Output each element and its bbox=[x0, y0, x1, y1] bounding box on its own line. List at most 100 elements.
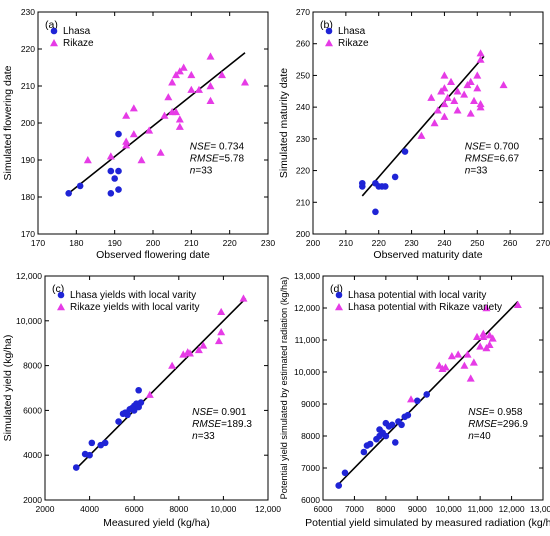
data-point bbox=[175, 122, 184, 130]
data-point bbox=[107, 167, 115, 175]
y-tick-label: 210 bbox=[21, 81, 35, 91]
stat-name: n bbox=[190, 166, 196, 177]
legend-marker bbox=[57, 291, 65, 299]
legend-entry: Rikaze yields with local varity bbox=[70, 302, 200, 313]
data-point bbox=[479, 332, 488, 340]
plot-frame bbox=[312, 11, 544, 235]
data-point bbox=[115, 130, 122, 138]
data-point bbox=[382, 432, 390, 440]
stat-value: =296.9 bbox=[497, 419, 528, 430]
data-point bbox=[335, 482, 343, 489]
stat-name: RMSE bbox=[465, 154, 494, 165]
chart-panel-2: 200 210 220 230 240 250 260 270 200 210 220 230 240 2… bbox=[278, 7, 550, 261]
stat-rmse: RMSE=5.78 bbox=[190, 154, 245, 165]
legend-marker bbox=[335, 291, 343, 299]
y-tick-label: 240 bbox=[296, 102, 310, 112]
data-point bbox=[463, 350, 472, 358]
y-tick-label: 7000 bbox=[301, 463, 320, 473]
data-point bbox=[185, 349, 194, 357]
stat-value: = 0.700 bbox=[485, 142, 519, 153]
data-point bbox=[360, 448, 368, 456]
stat-name: n bbox=[468, 431, 474, 442]
data-point bbox=[83, 156, 92, 164]
data-point bbox=[391, 439, 399, 446]
x-tick-label: 10,000 bbox=[436, 504, 462, 514]
stat-rmse: RMSE=6.67 bbox=[465, 154, 520, 165]
data-point bbox=[372, 208, 379, 216]
y-tick-label: 6000 bbox=[23, 405, 42, 415]
y-tick-label: 230 bbox=[296, 134, 310, 144]
data-point bbox=[241, 78, 249, 86]
stat-name: RMSE bbox=[468, 419, 497, 430]
data-point bbox=[86, 451, 93, 459]
legend-entry: Lhasa bbox=[338, 26, 366, 37]
data-point bbox=[499, 80, 508, 89]
y-tick-label: 210 bbox=[296, 197, 310, 207]
stat-value: = 0.958 bbox=[489, 407, 523, 418]
y-tick-label: 260 bbox=[296, 39, 310, 49]
data-point bbox=[473, 84, 482, 92]
chart-panel-1: 170 180 190 200 210 220 230 170 180 190 200 210 220 2… bbox=[2, 7, 275, 261]
x-tick-label: 13,000 bbox=[530, 504, 550, 514]
y-tick-label: 12,000 bbox=[16, 271, 42, 281]
x-tick-label: 8000 bbox=[376, 504, 395, 514]
data-point bbox=[413, 397, 421, 405]
y-axis-label: Simulated flowering date bbox=[2, 65, 14, 180]
data-point bbox=[122, 141, 131, 149]
data-point bbox=[466, 77, 475, 85]
data-point bbox=[513, 300, 522, 308]
data-point bbox=[199, 341, 208, 349]
y-tick-label: 2000 bbox=[23, 495, 42, 505]
plot-frame bbox=[322, 275, 544, 501]
y-tick-label: 270 bbox=[296, 7, 310, 17]
stat-value: =5.78 bbox=[219, 154, 245, 165]
data-point bbox=[427, 93, 436, 101]
x-tick-label: 220 bbox=[223, 238, 237, 248]
data-point bbox=[341, 469, 349, 477]
data-point bbox=[404, 411, 412, 419]
data-point bbox=[417, 131, 426, 139]
data-point bbox=[129, 104, 138, 112]
y-tick-label: 6000 bbox=[301, 495, 320, 505]
data-point bbox=[137, 156, 146, 164]
data-point bbox=[485, 340, 494, 348]
x-tick-label: 2000 bbox=[36, 504, 55, 514]
legend-marker bbox=[57, 303, 65, 311]
x-tick-label: 4000 bbox=[80, 504, 99, 514]
stat-name: NSE bbox=[468, 407, 489, 418]
stat-value: = 0.734 bbox=[210, 142, 244, 153]
data-point bbox=[65, 190, 72, 197]
series-lhasa bbox=[72, 386, 145, 471]
x-axis-label: Observed maturity date bbox=[373, 249, 482, 261]
data-point bbox=[107, 190, 115, 197]
data-point bbox=[447, 77, 455, 85]
data-point bbox=[460, 361, 469, 369]
x-tick-label: 8000 bbox=[169, 504, 188, 514]
data-point bbox=[115, 167, 122, 175]
data-point bbox=[115, 418, 122, 425]
x-tick-label: 210 bbox=[339, 238, 353, 248]
y-axis-label: Simulated maturity date bbox=[278, 68, 290, 178]
data-point bbox=[398, 421, 405, 429]
data-point bbox=[388, 421, 396, 429]
data-point bbox=[469, 358, 478, 366]
data-point bbox=[76, 182, 84, 190]
chart-panel-4: 6000 7000 8000 9000 10,000 11,000 12,000 13,000… bbox=[279, 271, 550, 529]
stat-nse: NSE= 0.734 bbox=[190, 142, 245, 153]
legend-marker bbox=[50, 27, 58, 35]
data-point bbox=[430, 119, 439, 127]
y-tick-label: 220 bbox=[296, 166, 310, 176]
data-point bbox=[168, 361, 177, 369]
data-point bbox=[214, 336, 223, 345]
y-tick-label: 220 bbox=[21, 44, 35, 54]
y-tick-label: 190 bbox=[21, 155, 35, 165]
series-lhasa bbox=[358, 148, 409, 216]
data-point bbox=[466, 374, 475, 382]
x-tick-label: 170 bbox=[31, 238, 45, 248]
x-tick-label: 6000 bbox=[125, 504, 144, 514]
x-tick-label: 9000 bbox=[408, 504, 427, 514]
